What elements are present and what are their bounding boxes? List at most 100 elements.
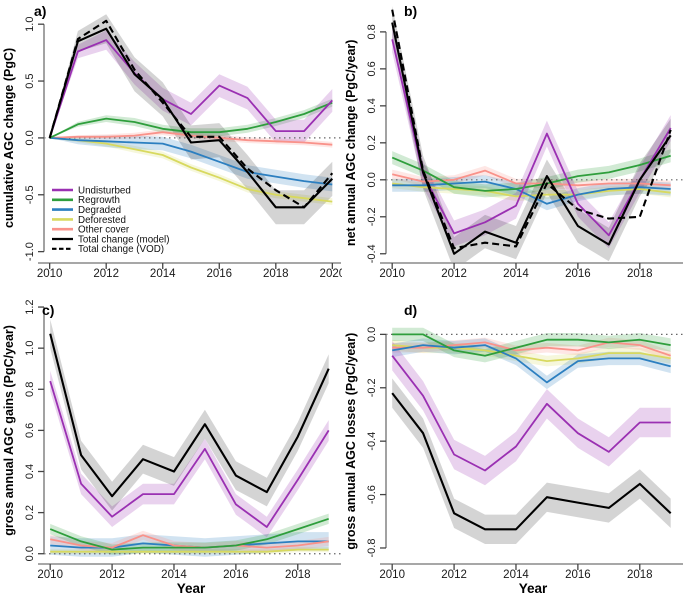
y-axis: -0.4 -0.2 0.0 0.2 0.4 0.6 0.8 — [366, 24, 387, 263]
y-tick-label: 0.0 — [24, 546, 36, 561]
series-regrowth — [49, 101, 333, 139]
panel-a-cumulative-agc-chart: -1.0 -0.5 0.0 0.5 1.0 2010 2012 2014 2016 2018 202… — [2, 3, 342, 280]
y-tick-label: -0.6 — [366, 485, 378, 504]
x-tick-label: 2012 — [441, 569, 467, 581]
y-tick-label: -1.0 — [24, 242, 36, 261]
x-tick-label: 2014 — [503, 569, 529, 581]
x-tick-label: 2018 — [263, 268, 289, 280]
ribbons — [392, 327, 671, 544]
panel-d-gross-losses-chart: -0.8 -0.6 -0.4 -0.2 0.0 2010 2012 2014 2016 2018 g… — [344, 302, 684, 596]
y-tick-label: 0.8 — [366, 24, 378, 39]
series-regrowth — [392, 333, 671, 357]
y-tick-label: 0.2 — [24, 505, 36, 520]
y-tick-label: 0.5 — [24, 73, 36, 88]
y-tick-label: 0.0 — [366, 172, 378, 187]
x-tick-label: 2010 — [37, 569, 63, 581]
series-degraded — [49, 137, 333, 186]
y-tick-label: 0.2 — [366, 135, 378, 150]
x-tick-label: 2016 — [565, 569, 591, 581]
y-axis-title: net annual AGC change (PgC/year) — [344, 40, 358, 247]
series-regrowth — [49, 517, 329, 551]
y-tick-label: 0.0 — [24, 130, 36, 145]
panel-label: a) — [34, 3, 46, 19]
y-axis-title: gross annual AGC gains (PgC/year) — [2, 325, 16, 536]
x-tick-label: 2018 — [627, 569, 653, 581]
series-degraded — [392, 344, 671, 384]
panel-label: c) — [42, 302, 54, 318]
y-axis: 0.0 0.2 0.4 0.6 0.8 1.0 1.2 — [24, 299, 45, 561]
series-other-cover — [391, 169, 671, 187]
x-tick-label: 2014 — [503, 268, 529, 280]
series-undisturbed — [49, 380, 330, 528]
series-total-change-model — [391, 392, 672, 531]
y-tick-label: 0.4 — [24, 464, 36, 479]
ribbon-total-change-model — [50, 319, 329, 511]
x-tick-label: 2010 — [37, 268, 63, 280]
series-lines — [391, 333, 672, 531]
x-tick-label: 2016 — [223, 569, 249, 581]
x-tick-label: 2014 — [161, 569, 187, 581]
series-undisturbed — [391, 39, 672, 237]
ribbon-regrowth — [392, 149, 671, 198]
x-axis: 2010 2012 2014 2016 2018 — [379, 262, 683, 280]
ribbon-regrowth — [392, 327, 671, 363]
x-axis: 2010 2012 2014 2016 2018 — [37, 563, 341, 581]
ribbon-degraded — [49, 135, 333, 192]
panel-label: d) — [404, 302, 417, 318]
series-deforested — [50, 548, 329, 553]
x-axis: 2010 2012 2014 2016 2018 2020 — [37, 262, 342, 280]
y-tick-label: 1.2 — [24, 299, 36, 314]
series-total-change-model — [49, 333, 330, 498]
y-tick-label: 0.6 — [366, 61, 378, 76]
y-tick-label: -0.2 — [366, 207, 378, 226]
y-tick-label: -0.8 — [366, 539, 378, 558]
y-tick-label: 0.8 — [24, 382, 36, 397]
x-tick-label: 2018 — [285, 569, 311, 581]
x-tick-label: 2012 — [99, 569, 125, 581]
y-tick-label: 0.6 — [24, 423, 36, 438]
legend-label-degraded: Degraded — [78, 205, 121, 216]
y-axis: -0.8 -0.6 -0.4 -0.2 0.0 — [366, 327, 387, 558]
ribbon-total-change-model — [392, 6, 671, 262]
y-tick-label: -0.2 — [366, 378, 378, 397]
series-total-change-vod — [48, 19, 334, 209]
y-tick-label: 1.0 — [24, 17, 36, 32]
x-tick-label: 2016 — [565, 268, 591, 280]
legend-label-total-change-vod: Total change (VOD) — [78, 244, 164, 255]
y-axis: -1.0 -0.5 0.0 0.5 1.0 — [24, 17, 45, 261]
series-other-cover — [50, 534, 329, 549]
ribbon-other-cover — [49, 129, 333, 148]
series-degraded — [392, 180, 671, 205]
x-axis-title: Year — [519, 581, 548, 596]
y-axis-title: gross annual AGC losses (PgC/year) — [344, 333, 358, 550]
ribbon-total-change-model — [49, 14, 333, 225]
y-axis-title: cumulative AGC change (PgC) — [2, 48, 16, 228]
panel-label: b) — [404, 3, 417, 19]
ribbon-total-change-model — [392, 378, 671, 544]
x-tick-label: 2010 — [379, 268, 405, 280]
series-total-change-model — [391, 22, 672, 255]
series-undisturbed — [48, 39, 333, 139]
legend-label-total-change-model: Total change (model) — [78, 234, 170, 245]
ribbons — [392, 6, 671, 262]
y-tick-label: 1.0 — [24, 341, 36, 356]
x-tick-label: 2014 — [150, 268, 176, 280]
series-regrowth — [391, 154, 671, 192]
series-undisturbed — [391, 355, 671, 472]
series-deforested — [392, 344, 671, 362]
x-tick-label: 2018 — [627, 268, 653, 280]
x-tick-label: 2016 — [206, 268, 232, 280]
series-total-change-vod — [391, 9, 672, 250]
legend: UndisturbedRegrowthDegradedDeforestedOth… — [52, 185, 170, 255]
legend-label-undisturbed: Undisturbed — [78, 185, 131, 196]
series-total-change-model — [48, 27, 334, 209]
legend-label-deforested: Deforested — [78, 215, 126, 226]
x-axis: 2010 2012 2014 2016 2018 — [379, 563, 683, 581]
y-tick-label: -0.4 — [366, 432, 378, 451]
x-axis-title: Year — [177, 581, 206, 596]
series-lines — [48, 19, 334, 209]
x-tick-label: 2012 — [441, 268, 467, 280]
ribbon-undisturbed — [392, 341, 671, 486]
